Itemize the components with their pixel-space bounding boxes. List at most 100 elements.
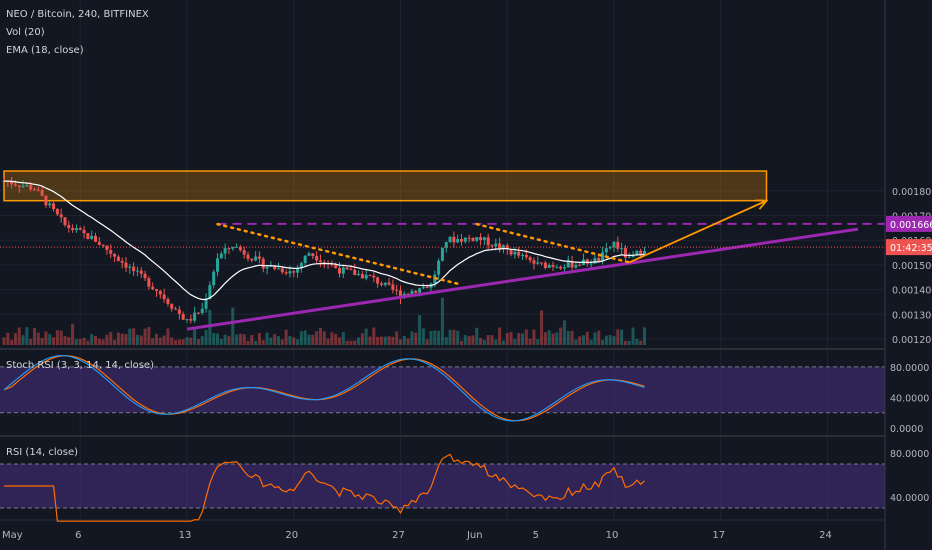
candle-body [528, 257, 532, 261]
volume-bar [440, 297, 444, 345]
volume-bar [582, 335, 585, 345]
candle-body [341, 267, 345, 274]
candle-body [315, 256, 319, 261]
candle-body [116, 256, 120, 262]
volume-bar [631, 327, 635, 345]
candle-body [585, 259, 589, 264]
candle-body [219, 253, 223, 259]
stoch-tick-label: 40.0000 [890, 393, 929, 404]
target-zone[interactable] [3, 170, 768, 202]
rsi-legend[interactable]: RSI (14, close) [6, 447, 79, 458]
candle-body [338, 268, 341, 274]
time-tick-label: May [2, 530, 23, 541]
candle-body [570, 261, 574, 268]
volume-bar [299, 331, 303, 345]
candle-body [235, 246, 239, 248]
candle-body [471, 237, 475, 241]
volume-legend[interactable]: Vol (20) [6, 27, 45, 38]
volume-bar [113, 339, 117, 345]
candle-body [257, 256, 261, 259]
volume-bar [597, 330, 601, 345]
volume-bar [166, 328, 170, 345]
symbol-title[interactable]: NEO / Bitcoin, 240, BITFINEX [6, 9, 149, 20]
candle-body [166, 299, 170, 305]
candle-body [162, 294, 166, 300]
volume-bar [216, 333, 219, 345]
volume-bar [505, 333, 509, 345]
candle-body [113, 253, 117, 257]
candle-body [612, 241, 616, 248]
candle-body [349, 269, 353, 271]
volume-bar [139, 335, 143, 345]
volume-bar [2, 337, 6, 345]
candle-body [21, 185, 25, 188]
volume-bar [94, 336, 97, 345]
volume-bar [52, 337, 56, 345]
candle-body [292, 271, 296, 273]
candle-body [494, 243, 498, 247]
volume-bar [536, 339, 540, 345]
volume-bar [44, 331, 48, 345]
volume-bar [456, 330, 460, 345]
volume-bar [97, 338, 101, 345]
volume-bar [433, 330, 437, 345]
candle-body [452, 236, 456, 243]
rsi-band-fill [0, 464, 885, 508]
volume-bar [635, 338, 639, 345]
candle-body [635, 250, 639, 255]
volume-bar [593, 332, 597, 345]
volume-bar [196, 339, 200, 345]
volume-bar [265, 332, 269, 345]
candle-body [250, 258, 254, 261]
downtrend-line-2 [475, 222, 631, 264]
candle-body [307, 253, 311, 256]
volume-bar [475, 327, 479, 345]
candle-body [185, 319, 189, 321]
volume-bar [257, 333, 261, 345]
candle-body [444, 241, 448, 248]
volume-bar [238, 333, 242, 345]
candle-body [139, 270, 143, 274]
volume-bar [490, 335, 494, 345]
candle-body [10, 181, 14, 185]
volume-bars [2, 297, 646, 345]
candle-body [105, 245, 109, 251]
candle-body [418, 288, 422, 293]
volume-bar [437, 330, 441, 345]
candle-body [490, 245, 494, 247]
candle-body [608, 247, 612, 249]
volume-bar [227, 336, 231, 345]
candle-body [593, 258, 597, 264]
price-axis[interactable]: 0.0018000.0017000.0016000.0015000.001400… [886, 187, 932, 504]
candle-body [216, 258, 219, 272]
volume-bar [120, 333, 124, 345]
volume-bar [486, 334, 490, 345]
resistance-price-label: 0.001666 [890, 220, 932, 231]
volume-bar [494, 339, 498, 345]
time-tick-label: 17 [712, 530, 725, 541]
volume-bar [116, 332, 120, 345]
volume-bar [101, 339, 105, 345]
volume-bar [147, 327, 151, 345]
volume-bar [322, 331, 326, 345]
candle-body [155, 289, 158, 291]
candle-body [357, 273, 361, 276]
candle-body [486, 237, 490, 246]
candle-body [578, 264, 582, 266]
candle-body [421, 287, 425, 289]
volume-bar [570, 330, 574, 345]
time-axis[interactable]: May 6 13 20 27 Jun 5 10 17 24 [2, 530, 832, 541]
volume-bar [395, 331, 399, 345]
candle-body [177, 309, 181, 315]
candle-body [231, 247, 235, 249]
volume-bar [521, 333, 524, 345]
ema-legend[interactable]: EMA (18, close) [6, 45, 84, 56]
stoch-rsi-legend[interactable]: Stoch RSI (3, 3, 14, 14, close) [6, 360, 154, 371]
volume-bar [601, 340, 605, 345]
volume-bar [29, 338, 33, 345]
trend-drawings[interactable] [0, 199, 885, 331]
volume-bar [608, 335, 612, 345]
candle-body [280, 268, 284, 273]
